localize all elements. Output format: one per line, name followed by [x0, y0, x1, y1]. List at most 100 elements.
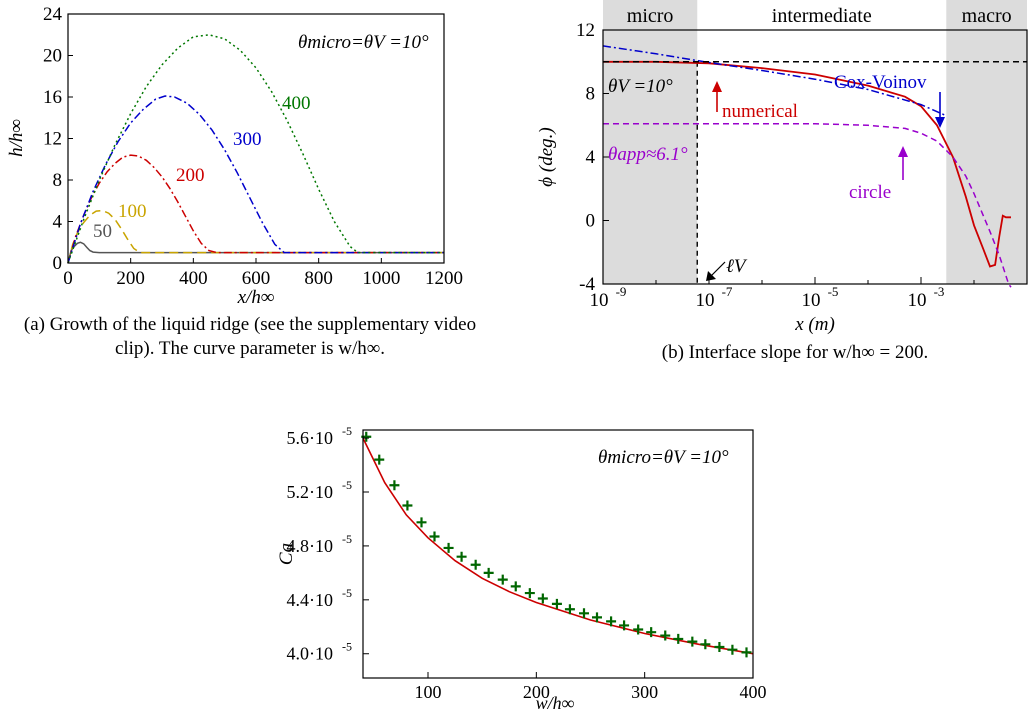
chart-b-region-micro — [603, 0, 698, 284]
chart-c-data-point — [510, 581, 521, 592]
chart-c-data-point — [537, 593, 548, 604]
chart-c-y-axis-label: Ca — [276, 543, 297, 565]
chart-c-plot-frame — [362, 429, 754, 679]
chart-c-x-tick-label: 100 — [415, 682, 442, 702]
chart-b-x-tick-exponent: -5 — [828, 284, 839, 299]
chart-c-data-point — [402, 500, 413, 511]
chart-c-data-point — [673, 633, 684, 644]
chart-c-data-point — [374, 454, 385, 465]
chart-b-x-tick-label: 10 — [696, 290, 715, 311]
chart-a-series-label-400: 400 — [282, 93, 311, 114]
chart-c-data-point — [564, 604, 575, 615]
chart-b-theta-app-label: θapp≈6.1° — [608, 144, 688, 165]
chart-c-data-point — [416, 517, 427, 528]
chart-a-series-label-100: 100 — [118, 201, 147, 222]
chart-c-y-tick-label: 5.6·10 — [287, 428, 334, 448]
chart-c-y-tick-exponent: -5 — [342, 640, 352, 654]
chart-c-y-tick-label: 4.4·10 — [287, 590, 334, 610]
chart-a-series-label-50: 50 — [93, 221, 112, 242]
chart-c-y-tick-exponent: -5 — [342, 478, 352, 492]
chart-a-x-tick-label: 200 — [116, 268, 145, 289]
chart-c-data-point — [700, 639, 711, 650]
chart-a-y-tick-label: 16 — [43, 87, 62, 108]
chart-c-y-tick-label: 4.0·10 — [287, 644, 334, 664]
chart-c-data-point — [660, 630, 671, 641]
chart-c-data-point — [727, 644, 738, 655]
chart-b-theta-v-label: θV =10° — [608, 76, 673, 97]
chart-b-y-tick-label: 8 — [586, 84, 596, 105]
caption-a: (a) Growth of the liquid ridge (see the … — [23, 314, 477, 359]
chart-b-y-axis-label: ϕ (deg.) — [536, 127, 557, 186]
chart-c-data-point — [687, 636, 698, 647]
chart-c-y-tick-exponent: -5 — [342, 532, 352, 546]
chart-b-x-tick-exponent: -3 — [934, 284, 945, 299]
chart-a-series-300 — [67, 95, 444, 264]
lv-arrow-head — [706, 271, 716, 281]
chart-a-y-tick-label: 8 — [53, 170, 63, 191]
chart-b-y-tick-label: 4 — [586, 147, 596, 168]
chart-c-y-tick-exponent: -5 — [342, 586, 352, 600]
chart-b-circle-label: circle — [849, 182, 891, 203]
chart-a-y-tick-label: 0 — [53, 253, 63, 274]
chart-b-x-tick-label: 10 — [590, 290, 609, 311]
chart-b-y-tick-label: -4 — [579, 274, 595, 295]
chart-b-y-tick-label: 0 — [586, 211, 596, 232]
chart-a-x-tick-label: 400 — [179, 268, 208, 289]
chart-c-data-point — [551, 598, 562, 609]
chart-a-y-axis-label: h/h∞ — [6, 119, 27, 157]
chart-c-x-tick-label: 200 — [523, 682, 550, 702]
chart-b-x-tick-exponent: -9 — [616, 284, 627, 299]
chart-b-x-tick-exponent: -7 — [722, 284, 733, 299]
chart-c-fit-line — [362, 437, 754, 655]
chart-c-data-point — [619, 620, 630, 631]
chart-c-data-point — [483, 567, 494, 578]
chart-c-data-point — [606, 616, 617, 627]
chart-c-x-tick-label: 400 — [740, 682, 767, 702]
chart-c-y-tick-label: 4.8·10 — [287, 536, 334, 556]
chart-a-series-200 — [67, 154, 444, 264]
chart-c-data-point — [646, 627, 657, 638]
chart-a-x-tick-label: 800 — [304, 268, 333, 289]
chart-b-series-numerical — [603, 60, 1011, 268]
chart-b-series-Cox-Voinov — [602, 45, 947, 117]
chart-c-data-point — [714, 642, 725, 652]
chart-c-data-point — [741, 647, 752, 658]
chart-c-data-point — [633, 624, 644, 635]
chart-b-numerical-label: numerical — [722, 101, 798, 122]
chart-c-data-point — [456, 551, 467, 562]
numerical-arrow-head — [712, 81, 722, 92]
chart-b-x-axis-label: x (m) — [794, 314, 835, 335]
chart-c-data-point — [470, 559, 481, 570]
chart-c-y-tick-label: 5.2·10 — [287, 482, 334, 502]
chart-c-data-point — [429, 531, 440, 542]
chart-a-x-tick-label: 0 — [63, 268, 73, 289]
chart-c-data-point — [592, 612, 602, 623]
chart-b-cox-voinov-label: Cox-Voinov — [834, 72, 927, 93]
chart-a-y-tick-label: 4 — [53, 212, 63, 233]
chart-c-data-point — [389, 480, 400, 491]
chart-a-y-tick-label: 20 — [43, 46, 62, 67]
chart-c-data-point — [497, 574, 508, 585]
chart-a-series-label-300: 300 — [233, 129, 262, 150]
chart-c-x-axis-label: w/h∞ — [536, 693, 575, 713]
chart-c-data-point — [579, 608, 589, 619]
chart-b-y-tick-label: 12 — [576, 20, 595, 41]
chart-c: 100 200 300 400 4.0·10 -5 4.4·10 -5 4.8·10 -5 5.2·… — [276, 424, 767, 713]
chart-a-annotation: θmicro=θV =10° — [298, 32, 429, 53]
chart-c-data-point — [524, 588, 535, 599]
chart-c-annotation: θmicro=θV =10° — [598, 447, 729, 468]
lv-arrow — [710, 261, 726, 277]
chart-a-x-tick-label: 1200 — [425, 268, 463, 289]
circle-arrow-head — [898, 146, 908, 157]
chart-c-x-tick-label: 300 — [631, 682, 658, 702]
chart-a-y-tick-label: 12 — [43, 129, 62, 150]
chart-b-region-label-macro: macro — [962, 5, 1012, 27]
caption-b: (b) Interface slope for w/h∞ = 200. — [661, 342, 929, 363]
chart-b-region-macro — [946, 0, 1027, 284]
chart-b-region-label-micro: micro — [627, 5, 674, 27]
chart-b-lv-label: ℓV — [726, 256, 748, 277]
chart-b-region-label-intermediate: intermediate — [772, 5, 872, 27]
chart-b-x-tick-label: 10 — [908, 290, 927, 311]
chart-c-y-tick-exponent: -5 — [342, 424, 352, 438]
